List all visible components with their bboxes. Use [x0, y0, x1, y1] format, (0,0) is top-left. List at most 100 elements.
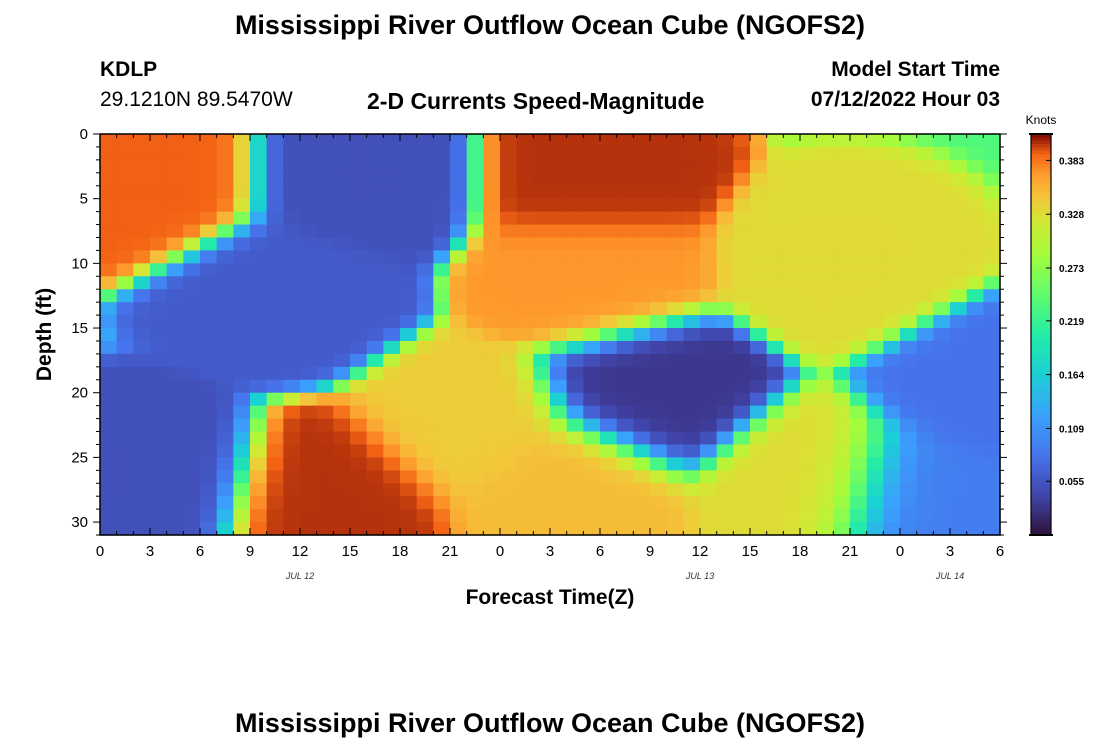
heatmap-cell	[150, 340, 168, 355]
heatmap-cell	[500, 522, 518, 536]
colorbar-segment	[1031, 428, 1051, 433]
heatmap-cell	[100, 366, 118, 381]
heatmap-cell	[200, 379, 218, 394]
heatmap-cell	[166, 328, 184, 342]
heatmap-cell	[200, 470, 218, 484]
heatmap-cell	[500, 353, 518, 368]
heatmap-cell	[983, 159, 1001, 174]
heatmap-cell	[316, 366, 334, 381]
colorbar-segment	[1031, 408, 1051, 412]
heatmap-cell	[783, 522, 801, 536]
colorbar-segment	[1031, 294, 1051, 299]
colorbar-segment	[1031, 377, 1051, 382]
heatmap-cell	[133, 405, 151, 420]
heatmap-cell	[433, 392, 451, 407]
heatmap-cell	[833, 224, 851, 239]
heatmap-cell	[966, 185, 984, 200]
model-start-value: 07/12/2022 Hour 03	[810, 88, 1000, 111]
heatmap-cell	[683, 509, 701, 523]
heatmap-cell	[783, 159, 801, 174]
heatmap-cell	[616, 302, 634, 316]
heatmap-cell	[383, 211, 401, 226]
heatmap-cell	[716, 496, 734, 510]
heatmap-cell	[250, 224, 268, 239]
heatmap-cell	[216, 198, 234, 213]
heatmap-cell	[366, 340, 384, 355]
heatmap-cell	[933, 315, 951, 329]
heatmap-cell	[150, 483, 168, 497]
heatmap-cell	[616, 431, 634, 446]
heatmap-cell	[266, 379, 284, 394]
heatmap-cell	[183, 379, 201, 394]
heatmap-cell	[900, 159, 918, 174]
heatmap-cell	[733, 159, 751, 174]
colorbar-segment	[1031, 524, 1051, 529]
heatmap-cell	[483, 418, 501, 433]
y-tick-label: 20	[71, 385, 88, 402]
heatmap-cell	[816, 315, 834, 329]
heatmap-cell	[633, 146, 651, 161]
heatmap-cell	[283, 496, 301, 510]
heatmap-cell	[100, 444, 118, 458]
heatmap-cell	[266, 302, 284, 316]
heatmap-cell	[233, 496, 251, 510]
heatmap-cell	[100, 457, 118, 471]
heatmap-cell	[800, 392, 818, 407]
heatmap-cell	[700, 134, 718, 148]
heatmap-cell	[283, 263, 301, 277]
heatmap-cell	[250, 418, 268, 433]
heatmap-cell	[233, 509, 251, 523]
heatmap-cell	[750, 250, 768, 264]
heatmap-cell	[600, 444, 618, 458]
heatmap-cell	[566, 392, 584, 407]
heatmap-cell	[966, 470, 984, 484]
heatmap-cell	[183, 470, 201, 484]
heatmap-cell	[800, 366, 818, 381]
heatmap-cell	[433, 134, 451, 148]
heatmap-cell	[100, 392, 118, 407]
heatmap-cell	[583, 470, 601, 484]
heatmap-cell	[900, 340, 918, 355]
heatmap-cell	[583, 211, 601, 226]
heatmap-cell	[983, 237, 1001, 252]
colorbar-segment	[1031, 438, 1051, 443]
heatmap-cell	[350, 315, 368, 329]
heatmap-cell	[850, 522, 868, 536]
heatmap-cell	[883, 134, 901, 148]
heatmap-cell	[700, 198, 718, 213]
heatmap-cell	[216, 211, 234, 226]
heatmap-cell	[633, 470, 651, 484]
heatmap-cell	[333, 431, 351, 446]
heatmap-cell	[466, 444, 484, 458]
heatmap-cell	[816, 457, 834, 471]
heatmap-cell	[583, 431, 601, 446]
heatmap-cell	[166, 289, 184, 303]
heatmap-cell	[700, 457, 718, 471]
heatmap-cell	[316, 522, 334, 536]
heatmap-cell	[200, 366, 218, 381]
heatmap-cell	[750, 237, 768, 252]
heatmap-cell	[183, 302, 201, 316]
heatmap-cell	[300, 392, 318, 407]
heatmap-cell	[200, 276, 218, 290]
heatmap-cell	[166, 431, 184, 446]
heatmap-cell	[316, 211, 334, 226]
heatmap-cell	[650, 418, 668, 433]
colorbar-segment	[1031, 281, 1051, 285]
heatmap-cell	[200, 328, 218, 342]
heatmap-cell	[583, 418, 601, 433]
colorbar-segment	[1031, 301, 1051, 306]
heatmap-cell	[250, 146, 268, 161]
heatmap-cell	[583, 263, 601, 277]
heatmap-cell	[416, 237, 434, 252]
heatmap-cell	[416, 509, 434, 523]
heatmap-cell	[300, 483, 318, 497]
heatmap-cell	[133, 172, 151, 187]
heatmap-cell	[733, 470, 751, 484]
heatmap-cell	[766, 353, 784, 368]
heatmap-cell	[116, 522, 134, 536]
heatmap-cell	[616, 340, 634, 355]
heatmap-cell	[950, 405, 968, 420]
heatmap-cell	[833, 431, 851, 446]
heatmap-cell	[616, 211, 634, 226]
